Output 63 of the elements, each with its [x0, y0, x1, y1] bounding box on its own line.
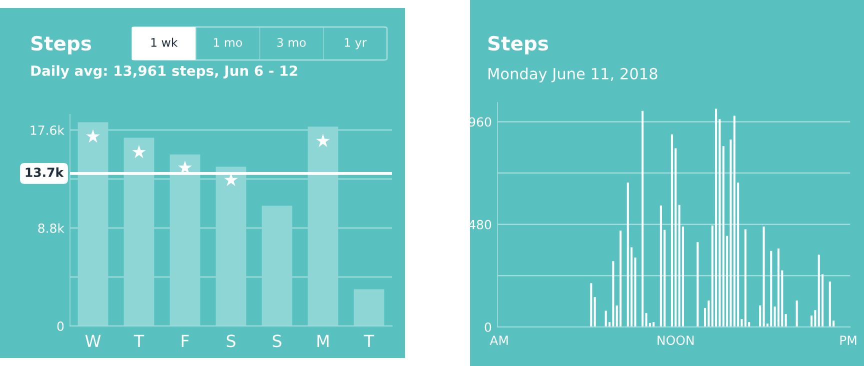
- bar: [262, 206, 292, 326]
- bar: [590, 283, 592, 327]
- bar: [770, 250, 772, 327]
- bar: [814, 310, 816, 327]
- chart-subtitle: Monday June 11, 2018: [488, 68, 658, 82]
- x-tick-label: T: [364, 334, 374, 347]
- y-tick-label: 8.8k: [38, 223, 64, 233]
- bar: [124, 138, 154, 326]
- text: 3 mo: [277, 38, 306, 47]
- bar: [660, 206, 662, 327]
- bar: [620, 230, 622, 327]
- x-tick-label: AM: [490, 336, 508, 345]
- ref-line-label: 13.7k: [26, 167, 64, 178]
- bar: [652, 322, 655, 327]
- x-tick-label: W: [85, 334, 101, 347]
- bar: [216, 166, 246, 326]
- bar: [784, 314, 787, 327]
- bar: [612, 261, 614, 327]
- x-tick-label: M: [317, 334, 329, 347]
- bar: [733, 116, 736, 327]
- y-tick-label: 0: [484, 322, 492, 332]
- bar: [594, 297, 596, 327]
- bar: [670, 134, 673, 327]
- bar: [722, 146, 724, 327]
- x-tick-label: NOON: [658, 336, 694, 346]
- bar: [354, 289, 384, 326]
- x-tick-label: F: [182, 334, 189, 347]
- bar: [626, 182, 629, 327]
- x-tick-label: T: [134, 334, 144, 347]
- bar: [715, 108, 718, 327]
- bar: [777, 248, 780, 327]
- chart-subtitle: Daily avg: 13,961 steps, Jun 6 - 12: [31, 65, 298, 79]
- x-tick-label: S: [272, 334, 282, 348]
- bar: [642, 110, 644, 327]
- text: 1 yr: [344, 38, 367, 50]
- x-tick-label: PM: [840, 336, 856, 345]
- bar: [730, 139, 732, 327]
- bar: [696, 242, 699, 327]
- bar: [170, 154, 200, 326]
- bar: [678, 204, 680, 327]
- chart-title: Steps: [488, 36, 548, 54]
- bar: [796, 300, 798, 327]
- point: [132, 144, 146, 158]
- text: 1 mo: [214, 38, 242, 47]
- point: [178, 160, 192, 174]
- bar: [744, 229, 746, 327]
- bar: [762, 226, 765, 327]
- bar: [78, 122, 108, 326]
- bar: [759, 305, 762, 327]
- bar: [818, 254, 820, 327]
- point: [86, 129, 100, 143]
- bar: [308, 126, 338, 326]
- bar: [828, 281, 831, 327]
- bar: [708, 300, 710, 327]
- y-tick-label: 17.6k: [30, 125, 64, 135]
- point: [316, 134, 330, 148]
- bar: [604, 310, 607, 327]
- text: 1 wk: [151, 38, 178, 47]
- point: [224, 172, 238, 186]
- x-tick-label: S: [226, 334, 236, 348]
- chart-title: Steps: [31, 36, 92, 54]
- y-tick-label: 480: [468, 220, 492, 230]
- y-tick-label: 0: [57, 321, 64, 331]
